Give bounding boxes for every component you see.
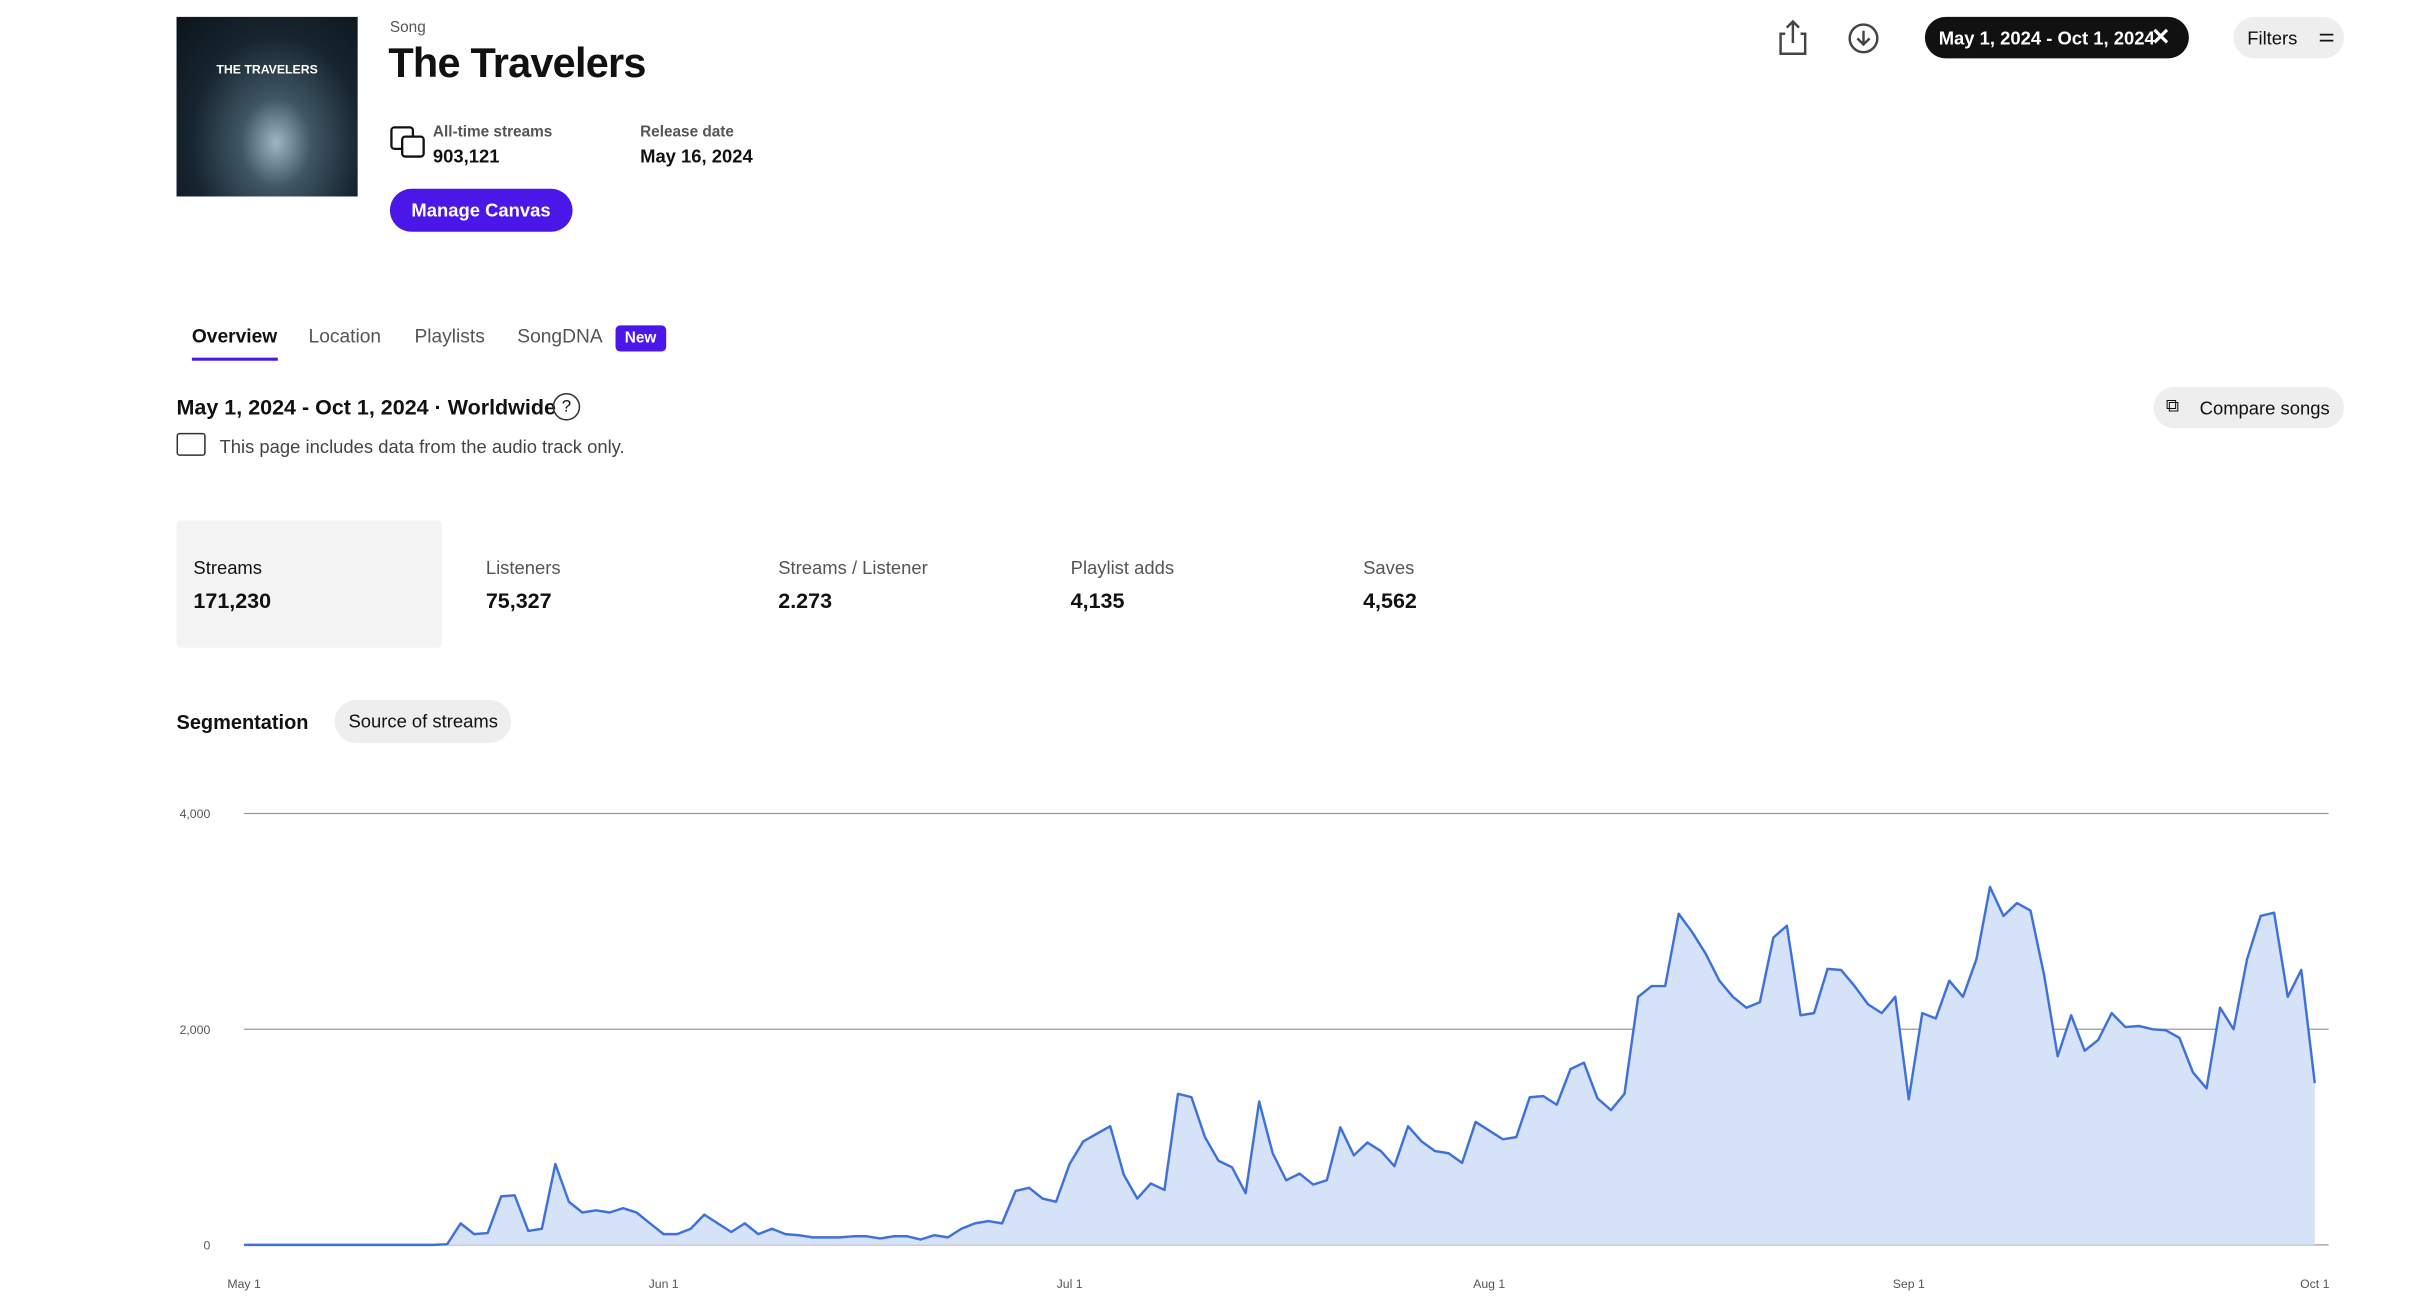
date-range: May 1, 2024 - Oct 1, 2024 <box>1938 27 2155 50</box>
line <box>244 885 2316 1247</box>
segmentation-chip[interactable]: Source of streams <box>334 699 512 743</box>
art-text: THE TRAVELERS <box>216 62 318 77</box>
manage-canvas-button[interactable]: Manage Canvas <box>389 188 573 232</box>
x-tick-label: Oct 1 <box>2300 1277 2329 1291</box>
segmentation-title: Segmentation <box>176 710 309 734</box>
metric-value: 75,327 <box>485 587 552 613</box>
metric-value: 4,562 <box>1363 587 1417 613</box>
help-icon[interactable]: ? <box>552 392 581 421</box>
tab[interactable]: Location <box>308 325 382 347</box>
title: The Travelers <box>388 39 646 86</box>
y-tick-label: 4,000 <box>180 807 211 821</box>
compare-button[interactable]: Compare songs ⧉ <box>2153 386 2344 429</box>
compare-icon: ⧉ <box>2165 394 2180 416</box>
compare-text: Compare songs <box>2199 397 2330 420</box>
summary-note: This page includes data from the audio t… <box>219 435 625 458</box>
x-tick-label: Sep 1 <box>1893 1277 1925 1291</box>
release-label: Release date <box>640 124 734 142</box>
metric-label: Streams <box>193 557 263 579</box>
streams-value: 903,121 <box>432 145 500 168</box>
album-art: THE TRAVELERS <box>176 16 358 197</box>
metric-label: Playlist adds <box>1070 557 1175 579</box>
metric-label: Saves <box>1363 557 1415 579</box>
kind: Song <box>389 19 426 37</box>
y-tick-label: 2,000 <box>180 1023 211 1037</box>
filters-button[interactable]: Filters ⚌ <box>2233 16 2344 59</box>
summary-title: May 1, 2024 - Oct 1, 2024 · Worldwide <box>176 394 556 420</box>
streams-label: All-time streams <box>432 124 553 142</box>
release-value: May 16, 2024 <box>640 145 753 168</box>
filters-text: Filters <box>2247 27 2298 50</box>
date-range-chip[interactable]: May 1, 2024 - Oct 1, 2024 ✕ <box>1924 16 2189 59</box>
metric-label: Listeners <box>485 557 561 579</box>
x-tick-label: Jun 1 <box>649 1277 679 1291</box>
metric-label: Streams / Listener <box>778 557 928 579</box>
metric-value: 2.273 <box>778 587 833 613</box>
y-tick-label: 0 <box>203 1238 210 1252</box>
note-icon <box>176 432 206 456</box>
metric-value: 4,135 <box>1070 587 1125 613</box>
x-tick-label: Aug 1 <box>1473 1277 1505 1291</box>
new-badge: New <box>615 325 666 352</box>
close-icon[interactable]: ✕ <box>2151 24 2171 51</box>
tab[interactable]: Overview <box>191 325 278 347</box>
header-icons[interactable] <box>1778 18 1885 58</box>
x-tick-label: Jul 1 <box>1057 1277 1083 1291</box>
streams-icon <box>390 126 425 158</box>
metric-value: 171,230 <box>193 587 272 613</box>
area <box>244 886 2315 1245</box>
filters-icon: ⚌ <box>2318 24 2335 47</box>
tab[interactable]: Playlists <box>414 325 485 347</box>
x-tick-label: May 1 <box>227 1277 261 1291</box>
tab[interactable]: SongDNA <box>517 325 603 347</box>
metric-selected-bg <box>176 520 443 648</box>
tab-underline <box>191 357 278 361</box>
